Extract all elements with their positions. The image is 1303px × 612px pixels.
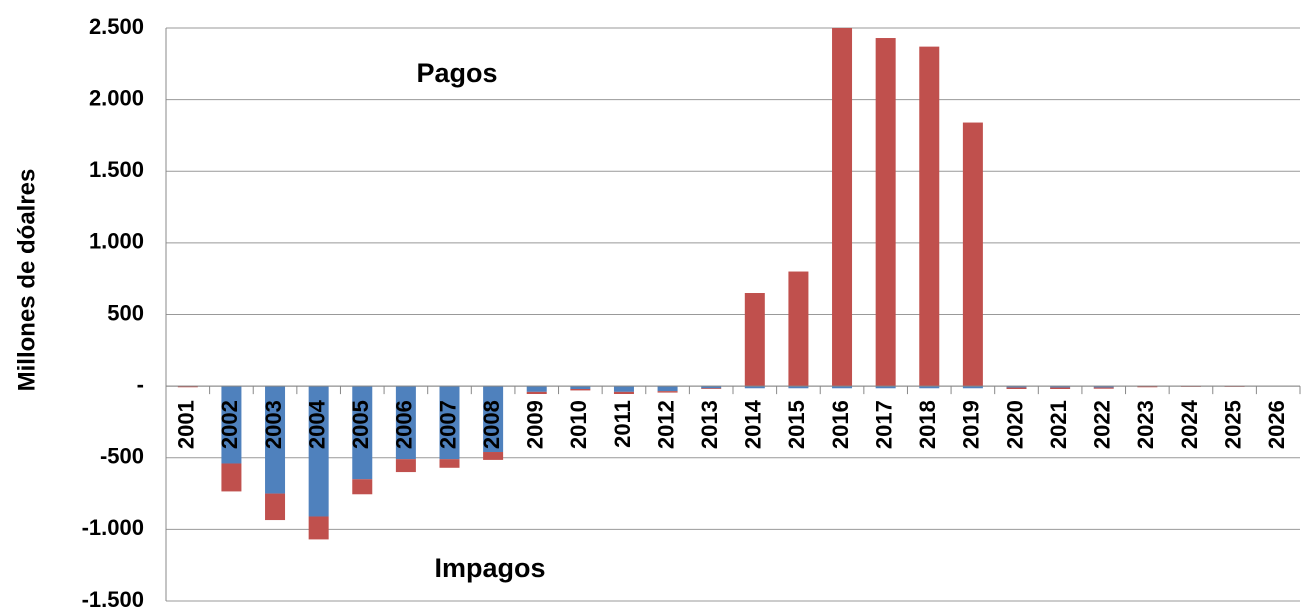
y-tick-label: 500	[107, 300, 144, 325]
bar	[1093, 386, 1114, 388]
bar	[788, 271, 809, 387]
x-tick-label: 2025	[1220, 400, 1245, 449]
bar	[221, 386, 242, 464]
bar	[526, 386, 547, 392]
bar	[875, 38, 896, 387]
bar	[1050, 387, 1071, 389]
x-tick-label: 2015	[784, 400, 809, 449]
x-tick-label: 2020	[1002, 400, 1027, 449]
bar	[439, 459, 460, 468]
bar	[570, 388, 591, 391]
bar	[221, 463, 242, 492]
bar	[1006, 386, 1027, 388]
bar	[526, 391, 547, 395]
bar	[1050, 386, 1071, 388]
x-tick-label: 2008	[479, 400, 504, 449]
bar	[701, 388, 722, 389]
bar	[265, 493, 286, 521]
bar	[1093, 387, 1114, 389]
annotation: Impagos	[434, 553, 545, 583]
bar	[919, 386, 940, 389]
x-tick-label: 2013	[697, 400, 722, 449]
bar	[352, 479, 373, 495]
x-tick-label: 2010	[566, 400, 591, 449]
bar	[875, 386, 896, 389]
x-tick-label: 2003	[261, 400, 286, 449]
bar	[613, 391, 634, 395]
bar	[701, 386, 722, 389]
y-tick-label: 2.500	[89, 14, 144, 39]
bar	[1137, 386, 1158, 388]
bar	[395, 459, 416, 473]
bar	[395, 386, 416, 460]
bar	[832, 386, 853, 389]
bar	[832, 28, 853, 387]
x-tick-label: 2016	[828, 400, 853, 449]
x-tick-label: 2012	[653, 400, 678, 449]
x-tick-label: 2009	[523, 400, 548, 449]
x-tick-label: 2024	[1177, 399, 1202, 449]
bar	[265, 386, 286, 494]
bar	[483, 452, 504, 460]
x-tick-label: 2022	[1090, 400, 1115, 449]
x-tick-label: 2004	[304, 399, 329, 449]
bar	[1006, 387, 1027, 389]
y-axis-title: Millones de dóalres	[13, 169, 40, 392]
x-tick-label: 2014	[741, 399, 766, 449]
x-tick-label: 2019	[959, 400, 984, 449]
bar	[613, 386, 634, 392]
x-tick-label: 2011	[610, 400, 635, 448]
bar	[657, 386, 678, 392]
bar	[308, 516, 329, 540]
x-tick-label: 2017	[871, 400, 896, 449]
bar	[570, 386, 591, 389]
bar	[177, 386, 198, 388]
y-tick-label: -500	[100, 444, 144, 469]
bar	[962, 386, 983, 389]
bar	[788, 386, 809, 389]
y-tick-label: 1.000	[89, 229, 144, 254]
x-tick-label: 2018	[915, 400, 940, 449]
x-tick-label: 2007	[435, 400, 460, 449]
bar	[308, 386, 329, 517]
x-tick-label: 2001	[174, 400, 199, 449]
y-tick-label: -1.500	[82, 587, 144, 612]
bar	[483, 386, 504, 453]
annotation: Pagos	[416, 58, 497, 88]
y-tick-label: 2.000	[89, 85, 144, 110]
x-tick-label: 2002	[217, 400, 242, 449]
y-tick-label: 1.500	[89, 157, 144, 182]
y-tick-label: -	[137, 372, 144, 397]
bar	[657, 391, 678, 393]
bar	[352, 386, 373, 480]
bar	[962, 122, 983, 387]
y-tick-label: -1.000	[82, 515, 144, 540]
bar	[919, 46, 940, 387]
bar	[744, 293, 765, 387]
bar	[744, 386, 765, 389]
bar	[439, 386, 460, 460]
x-tick-label: 2005	[348, 400, 373, 449]
x-tick-label: 2023	[1133, 400, 1158, 449]
x-tick-label: 2006	[392, 400, 417, 449]
x-tick-label: 2021	[1046, 400, 1071, 449]
x-tick-label: 2026	[1264, 400, 1289, 449]
